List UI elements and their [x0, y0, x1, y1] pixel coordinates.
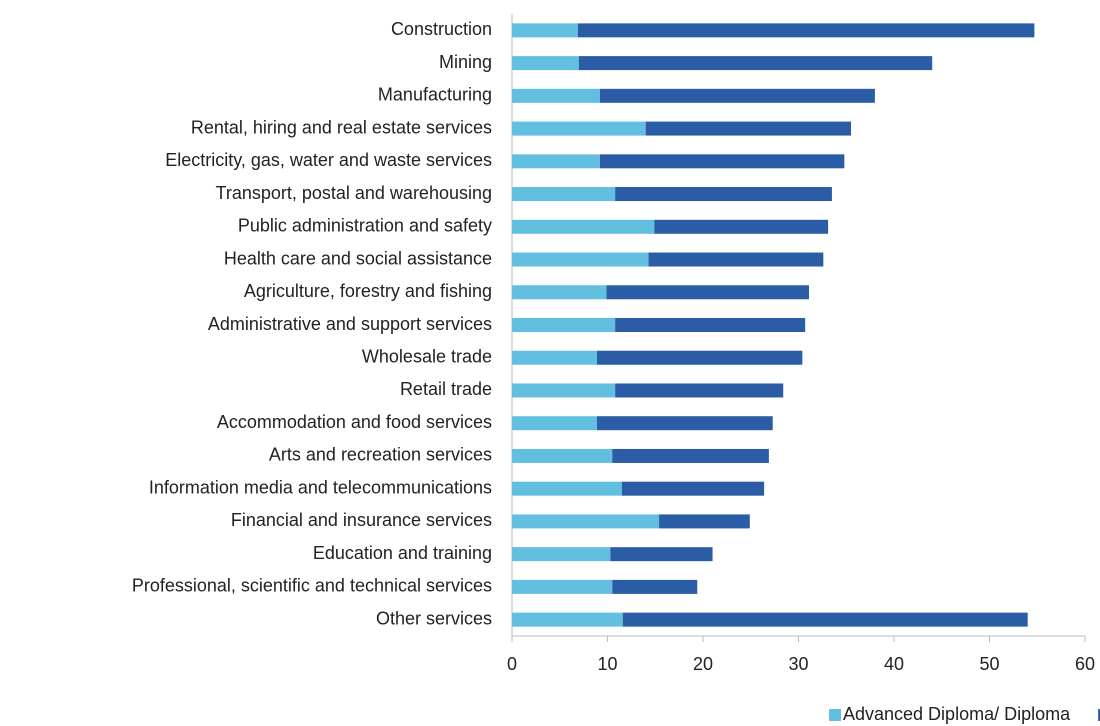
x-tick-label: 50 — [979, 654, 999, 674]
x-tick-label: 10 — [597, 654, 617, 674]
bar-segment — [599, 154, 845, 169]
bar-segment — [659, 514, 750, 529]
bar-segment — [645, 121, 852, 136]
y-tick-label: Information media and telecommunications — [149, 477, 492, 497]
bar-segment — [596, 350, 803, 365]
bar-segment — [606, 285, 810, 300]
y-tick-label: Other services — [376, 608, 492, 628]
bar-segment — [512, 121, 646, 136]
y-tick-label: Mining — [439, 52, 492, 72]
bar-segment — [512, 154, 600, 169]
y-tick-label: Financial and insurance services — [231, 510, 492, 530]
y-tick-label: Retail trade — [400, 379, 492, 399]
y-tick-label: Rental, hiring and real estate services — [191, 117, 492, 137]
bar-segment — [512, 350, 597, 365]
bar-segment — [512, 612, 623, 627]
bar-segment — [512, 318, 616, 332]
bar-segment — [512, 547, 611, 562]
bar-segment — [512, 56, 579, 71]
bar-segment — [596, 416, 773, 431]
legend-label: Advanced Diploma/ Diploma — [843, 704, 1071, 724]
bar-segment — [512, 252, 649, 267]
x-tick-label: 20 — [693, 654, 713, 674]
y-tick-label: Construction — [391, 19, 492, 39]
bar-segment — [615, 318, 806, 332]
y-tick-label: Professional, scientific and technical s… — [132, 576, 492, 596]
bar-segment — [512, 187, 616, 202]
bar-segment — [654, 219, 829, 234]
bar-segment — [615, 187, 832, 202]
bar-segment — [512, 23, 578, 38]
y-tick-label: Wholesale trade — [362, 346, 492, 366]
bar-segment — [577, 23, 1035, 38]
bar-segment — [512, 383, 616, 398]
bar-segment — [612, 448, 769, 463]
y-tick-label: Public administration and safety — [238, 216, 492, 236]
y-tick-label: Agriculture, forestry and fishing — [244, 281, 492, 301]
bar-segment — [610, 547, 713, 562]
x-tick-label: 60 — [1075, 654, 1095, 674]
bar-segment — [648, 252, 824, 267]
y-tick-label: Health care and social assistance — [224, 248, 492, 268]
bar-segment — [512, 448, 613, 463]
bar-segment — [512, 416, 597, 431]
bar-segment — [512, 285, 607, 300]
bar-segment — [599, 88, 875, 103]
bar-segment — [615, 383, 784, 398]
x-tick-label: 40 — [884, 654, 904, 674]
bar-segment — [512, 481, 622, 496]
bar-segment — [622, 612, 1028, 627]
bar-segment — [512, 88, 600, 103]
y-tick-label: Arts and recreation services — [269, 445, 492, 465]
bar-segment — [512, 514, 660, 529]
y-tick-label: Electricity, gas, water and waste servic… — [165, 150, 492, 170]
bar-segment — [512, 219, 655, 234]
x-tick-label: 0 — [507, 654, 517, 674]
y-tick-label: Accommodation and food services — [217, 412, 492, 432]
bar-segment — [612, 579, 698, 594]
bar-segment — [512, 579, 613, 594]
legend-swatch — [1098, 709, 1100, 721]
bar-segment — [578, 56, 933, 71]
bar-segment — [621, 481, 765, 496]
legend-swatch — [829, 709, 841, 721]
y-tick-label: Manufacturing — [378, 85, 492, 105]
y-tick-label: Education and training — [313, 543, 492, 563]
y-tick-label: Administrative and support services — [208, 314, 492, 334]
y-tick-label: Transport, postal and warehousing — [216, 183, 493, 203]
x-tick-label: 30 — [788, 654, 808, 674]
